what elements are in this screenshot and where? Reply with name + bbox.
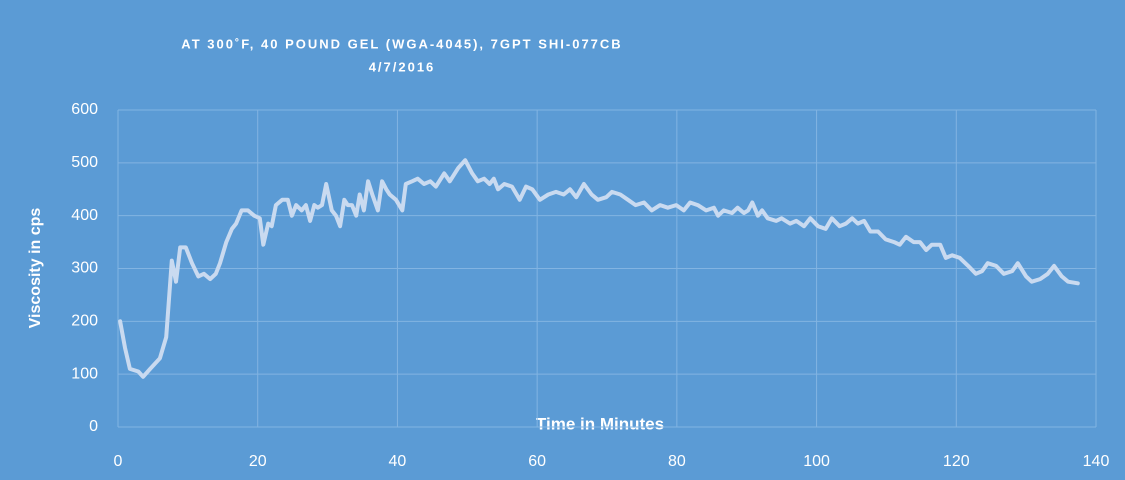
y-tick-label: 600	[71, 101, 98, 118]
x-tick-label: 120	[943, 453, 970, 470]
y-tick-label: 200	[71, 313, 98, 330]
x-tick-label: 20	[249, 453, 267, 470]
x-tick-label: 40	[389, 453, 407, 470]
data-line	[118, 158, 1080, 379]
x-tick-label: 0	[114, 453, 123, 470]
x-tick-label: 100	[803, 453, 830, 470]
y-axis-label: Viscosity in cps	[27, 208, 44, 329]
x-tick-label: 140	[1083, 453, 1110, 470]
y-tick-label: 0	[89, 418, 98, 435]
y-tick-label: 400	[71, 207, 98, 224]
x-axis-label: Time in Minutes	[536, 414, 664, 433]
x-tick-label: 60	[528, 453, 546, 470]
y-tick-label: 500	[71, 154, 98, 171]
y-tick-label: 300	[71, 260, 98, 277]
y-tick-label: 100	[71, 365, 98, 382]
chart-title: AT 300˚F, 40 POUND GEL (WGA-4045), 7GPT …	[181, 36, 622, 51]
x-tick-label: 80	[668, 453, 686, 470]
chart-subtitle: 4/7/2016	[369, 59, 436, 74]
